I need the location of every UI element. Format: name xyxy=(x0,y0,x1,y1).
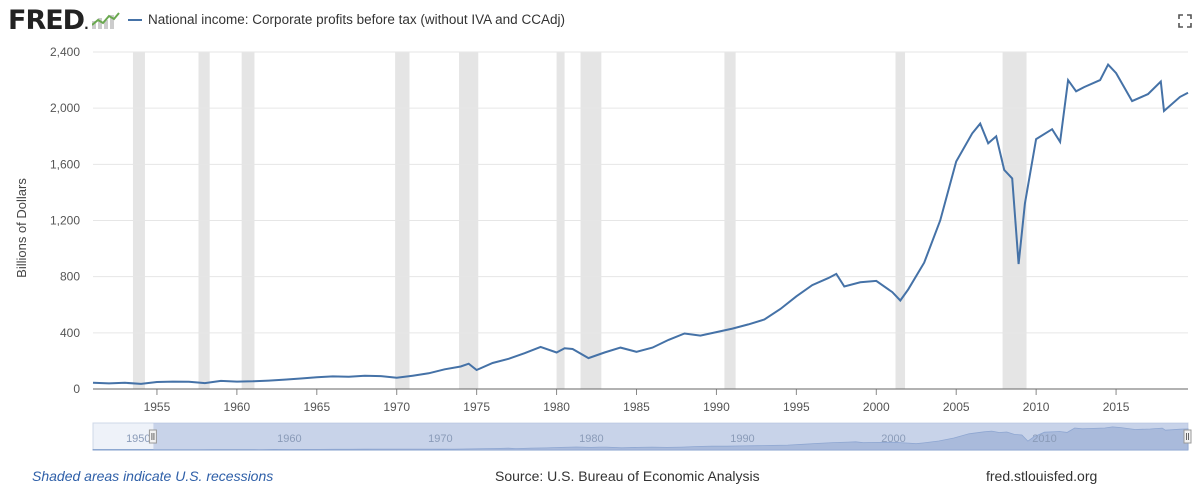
x-tick-label: 2010 xyxy=(1023,400,1050,414)
y-tick-label: 2,400 xyxy=(50,45,80,59)
navigator-handle-right[interactable] xyxy=(1183,429,1192,444)
y-tick-label: 0 xyxy=(73,382,80,396)
navigator-tick-label: 2010 xyxy=(1032,433,1056,445)
x-tick-label: 1985 xyxy=(623,400,650,414)
navigator-tick-label: 1970 xyxy=(428,433,452,445)
y-tick-label: 1,200 xyxy=(50,214,80,228)
navigator-tick-label: 1980 xyxy=(579,433,603,445)
x-tick-label: 1960 xyxy=(224,400,251,414)
footer: Shaded areas indicate U.S. recessions So… xyxy=(0,458,1200,494)
site-link[interactable]: fred.stlouisfed.org xyxy=(986,468,1098,484)
y-tick-label: 800 xyxy=(60,270,80,284)
navigator-tick-label: 1950 xyxy=(126,433,150,445)
x-axis-ticks: 1955 1960 1965 1970 1975 1980 1985 1990 1995 2000… xyxy=(144,389,1130,414)
source-text: Source: U.S. Bureau of Economic Analysis xyxy=(495,468,760,484)
x-tick-label: 1965 xyxy=(303,400,330,414)
x-tick-label: 1980 xyxy=(543,400,570,414)
x-tick-label: 1995 xyxy=(783,400,810,414)
y-tick-label: 400 xyxy=(60,326,80,340)
fred-logo-text: FRED xyxy=(8,5,85,36)
sparkline-logo-icon xyxy=(92,12,120,29)
y-tick-label: 1,600 xyxy=(50,157,80,171)
legend-label: National income: Corporate profits befor… xyxy=(148,12,565,27)
x-tick-label: 2005 xyxy=(943,400,970,414)
navigator-selection[interactable] xyxy=(153,423,1188,450)
recession-note-link[interactable]: Shaded areas indicate U.S. recessions xyxy=(32,468,274,484)
y-tick-label: 2,000 xyxy=(50,101,80,115)
x-tick-label: 1970 xyxy=(383,400,410,414)
y-axis-ticks: 0 400 800 1,200 1,600 2,000 2,400 xyxy=(50,45,80,396)
navigator-ticks: 1950 1960 1970 1980 1990 2000 2010 xyxy=(126,433,1057,445)
grid-lines xyxy=(93,51,1188,334)
y-axis-label: Billions of Dollars xyxy=(14,178,29,278)
navigator-tick-label: 1990 xyxy=(730,433,754,445)
x-tick-label: 1990 xyxy=(703,400,730,414)
navigator-tick-label: 1960 xyxy=(277,433,301,445)
navigator[interactable]: 1950 1960 1970 1980 1990 2000 2010 xyxy=(92,422,1192,451)
chart-legend: National income: Corporate profits befor… xyxy=(128,12,565,27)
expand-icon[interactable] xyxy=(1178,14,1192,28)
legend-swatch xyxy=(128,18,142,21)
navigator-tick-label: 2000 xyxy=(881,433,905,445)
x-tick-label: 2015 xyxy=(1103,400,1130,414)
fred-logo-dot: . xyxy=(84,18,88,32)
fred-logo[interactable]: FRED. xyxy=(8,4,89,42)
header: FRED. National income: Corporate profits… xyxy=(0,0,1200,42)
series-line xyxy=(92,62,1189,385)
x-tick-label: 2000 xyxy=(863,400,890,414)
navigator-handle-left[interactable] xyxy=(148,429,157,444)
x-tick-label: 1975 xyxy=(463,400,490,414)
x-tick-label: 1955 xyxy=(144,400,171,414)
chart: 0 400 800 1,200 1,600 2,000 2,400 1955 1960 1965… xyxy=(14,45,1192,451)
